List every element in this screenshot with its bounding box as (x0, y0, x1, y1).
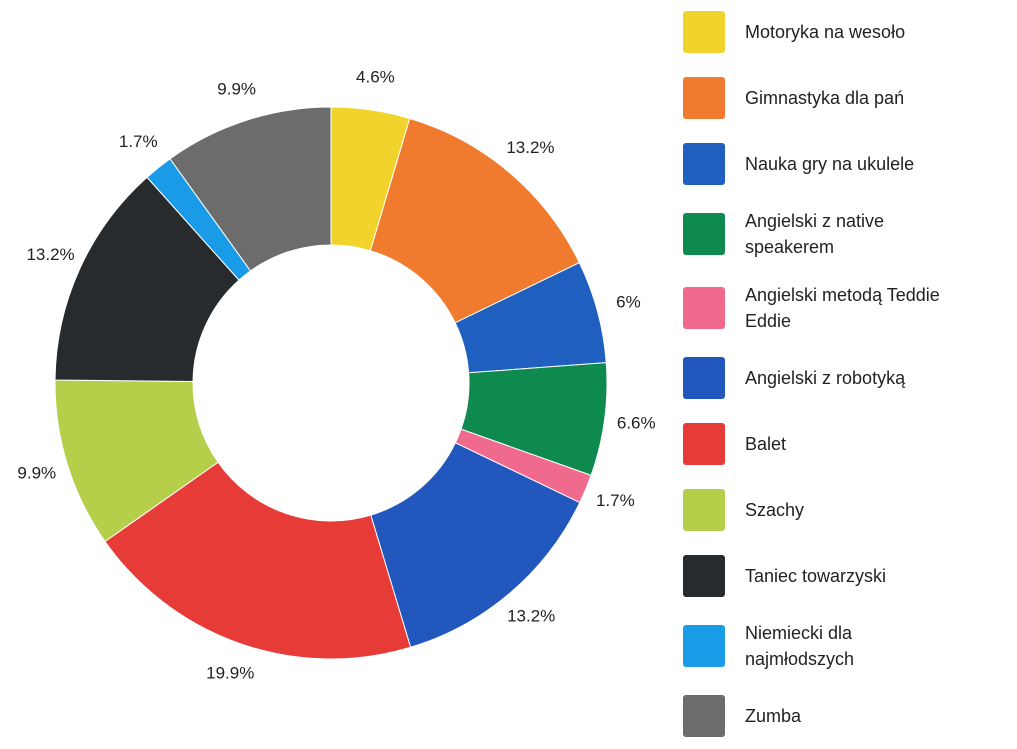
legend-label: Motoryka na wesoło (745, 22, 906, 42)
data-label: 13.2% (26, 245, 74, 264)
legend-label: Taniec towarzyski (745, 566, 887, 586)
legend-label: Angielski z native speakerem (745, 211, 885, 257)
data-label: 6% (616, 293, 641, 312)
legend-label: Nauka gry na ukulele (745, 154, 915, 174)
donut-slice (169, 106, 332, 272)
data-label: 6.6% (617, 414, 656, 433)
data-label: 1.7% (119, 132, 158, 151)
legend-swatch (683, 423, 725, 465)
legend-item: Szachy (683, 488, 955, 532)
legend-item: Motoryka na wesoło (683, 10, 955, 54)
data-label: 9.9% (17, 464, 56, 483)
legend-label: Niemiecki dla najmłodszych (745, 623, 855, 669)
data-label: 4.6% (356, 68, 395, 87)
legend-swatch (683, 143, 725, 185)
data-label: 9.9% (217, 79, 256, 98)
legend-swatch (683, 11, 725, 53)
legend-swatch (683, 489, 725, 531)
legend-swatch (683, 213, 725, 255)
legend-swatch (683, 357, 725, 399)
legend-item: Niemiecki dla najmłodszych (683, 620, 955, 672)
legend-label: Zumba (745, 706, 802, 726)
legend-label: Szachy (745, 500, 805, 520)
legend-swatch (683, 555, 725, 597)
legend-label: Balet (745, 434, 787, 454)
legend-item: Balet (683, 422, 955, 466)
legend-item: Angielski z native speakerem (683, 208, 955, 260)
data-label: 19.9% (206, 664, 254, 683)
legend: Motoryka na wesoło Gimnastyka dla pań Nauk… (683, 10, 955, 738)
legend-item: Gimnastyka dla pań (683, 76, 955, 120)
legend-swatch (683, 625, 725, 667)
donut-slice (104, 461, 412, 660)
legend-label: Gimnastyka dla pań (745, 88, 905, 108)
donut-slice (54, 176, 240, 382)
donut-slice (370, 442, 581, 648)
data-label: 13.2% (507, 607, 555, 626)
chart: 4.6% 13.2% 6% 6.6% 1.7% 13.2% 19.9% 9.9% 13.2% 1.… (17, 68, 656, 683)
legend-swatch (683, 695, 725, 737)
legend-swatch (683, 77, 725, 119)
legend-item: Angielski metodą Teddie Eddie (683, 282, 955, 334)
legend-item: Angielski z robotyką (683, 356, 955, 400)
legend-swatch (683, 287, 725, 329)
data-label: 13.2% (506, 138, 554, 157)
legend-label: Angielski metodą Teddie Eddie (745, 285, 940, 331)
legend-label: Angielski z robotyką (745, 368, 906, 388)
legend-item: Nauka gry na ukulele (683, 142, 955, 186)
data-label: 1.7% (596, 491, 635, 510)
legend-item: Taniec towarzyski (683, 554, 955, 598)
donut-slice (369, 117, 581, 324)
legend-item: Zumba (683, 694, 955, 738)
